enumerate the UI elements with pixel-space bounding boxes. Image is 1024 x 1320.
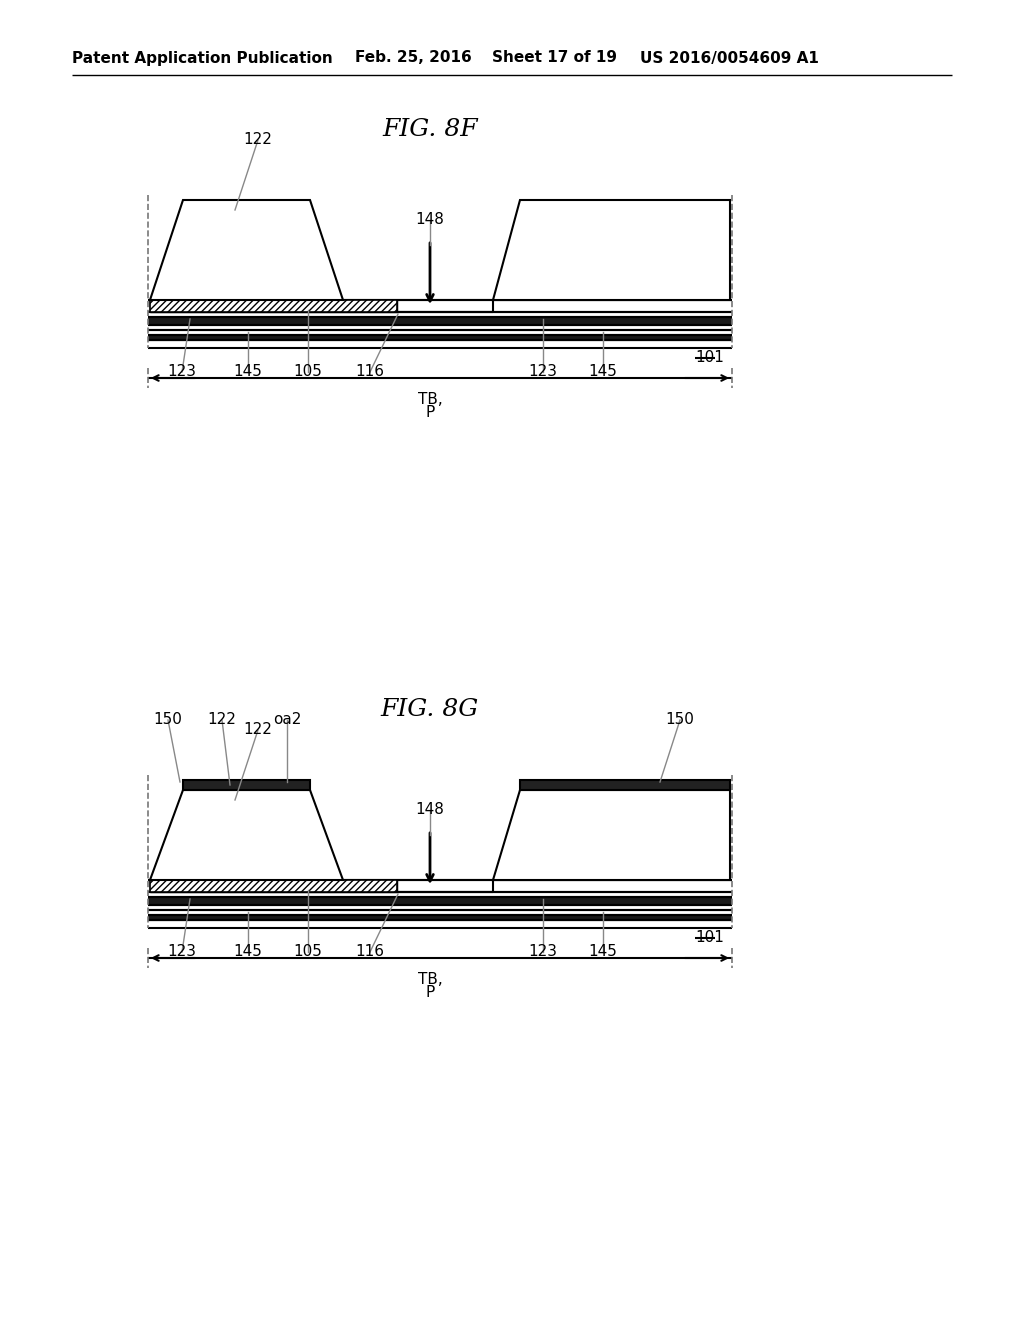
- Text: 116: 116: [355, 364, 384, 380]
- Text: US 2016/0054609 A1: US 2016/0054609 A1: [640, 50, 819, 66]
- Polygon shape: [183, 780, 310, 789]
- Text: Patent Application Publication: Patent Application Publication: [72, 50, 333, 66]
- Text: 123: 123: [168, 945, 197, 960]
- Text: 145: 145: [233, 364, 262, 380]
- Bar: [150, 300, 397, 312]
- Text: TB,: TB,: [418, 392, 442, 407]
- Bar: [148, 330, 732, 341]
- Text: 148: 148: [416, 213, 444, 227]
- Bar: [148, 909, 732, 915]
- Text: FIG. 8F: FIG. 8F: [382, 119, 478, 141]
- Text: 101: 101: [695, 350, 724, 364]
- Polygon shape: [150, 789, 343, 880]
- Text: 105: 105: [294, 364, 323, 380]
- Text: 145: 145: [589, 945, 617, 960]
- Text: 150: 150: [154, 713, 182, 727]
- Bar: [148, 330, 732, 335]
- Bar: [148, 312, 732, 325]
- Text: 105: 105: [294, 945, 323, 960]
- Polygon shape: [520, 780, 730, 789]
- Text: 123: 123: [528, 364, 557, 380]
- Polygon shape: [493, 789, 730, 880]
- Polygon shape: [150, 201, 343, 300]
- Text: TB,: TB,: [418, 972, 442, 987]
- Text: oa2: oa2: [272, 713, 301, 727]
- Text: 148: 148: [416, 803, 444, 817]
- Text: 122: 122: [244, 132, 272, 148]
- Bar: [148, 312, 732, 317]
- Text: FIG. 8G: FIG. 8G: [381, 698, 479, 722]
- Text: P: P: [425, 985, 434, 1001]
- Text: 123: 123: [528, 945, 557, 960]
- Bar: [148, 325, 732, 330]
- Text: P: P: [425, 405, 434, 420]
- Text: 145: 145: [589, 364, 617, 380]
- Bar: [148, 892, 732, 898]
- Text: 122: 122: [244, 722, 272, 738]
- Text: Feb. 25, 2016: Feb. 25, 2016: [355, 50, 472, 66]
- Bar: [150, 880, 397, 892]
- Text: 122: 122: [208, 713, 237, 727]
- Text: 116: 116: [355, 945, 384, 960]
- Text: 123: 123: [168, 364, 197, 380]
- Polygon shape: [493, 201, 730, 300]
- Text: Sheet 17 of 19: Sheet 17 of 19: [492, 50, 617, 66]
- Bar: [148, 892, 732, 906]
- Text: 101: 101: [695, 929, 724, 945]
- Bar: [148, 909, 732, 920]
- Bar: [150, 880, 397, 892]
- Text: 150: 150: [666, 713, 694, 727]
- Bar: [148, 906, 732, 909]
- Text: 145: 145: [233, 945, 262, 960]
- Bar: [150, 300, 397, 312]
